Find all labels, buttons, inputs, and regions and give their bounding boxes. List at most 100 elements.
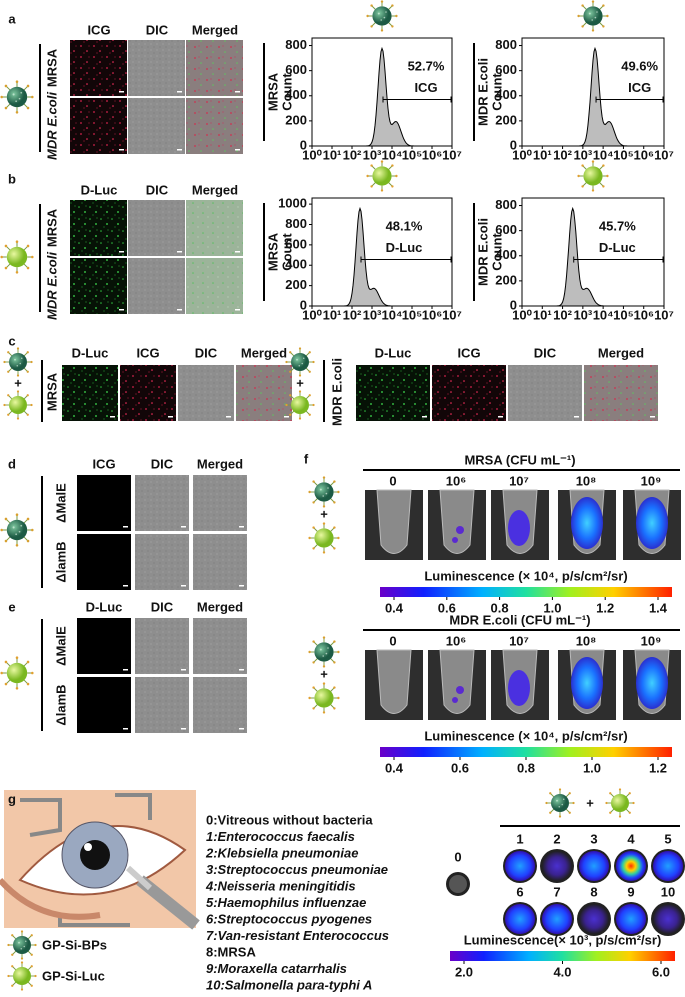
signal: [456, 686, 464, 694]
column-header: D-Luc: [81, 182, 118, 197]
dish: [653, 904, 683, 934]
row-label: MDR E.coli: [329, 358, 344, 426]
column-header: DIC: [534, 345, 557, 360]
panel-letter: a: [8, 11, 16, 26]
colorbar: [380, 587, 672, 597]
sample-label: 7: [553, 884, 560, 899]
scale-bar: [422, 416, 427, 418]
x-tick-label: 10⁴: [382, 307, 403, 322]
panel-letter: b: [8, 171, 16, 186]
colorbar-tick-label: 0.8: [491, 600, 509, 615]
micrograph: [77, 677, 131, 733]
x-tick-label: 10³: [363, 147, 382, 162]
histogram-curve: [522, 206, 664, 307]
colorbar-label: Luminescence (× 10⁴, p/s/cm²/sr): [424, 728, 627, 743]
panel-letter: f: [304, 451, 309, 466]
micrograph: [120, 365, 176, 421]
colorbar-tick-label: 1.2: [596, 600, 614, 615]
colorbar-tick-label: 0.6: [438, 600, 456, 615]
bacteria-item: 1:Enterococcus faecalis: [206, 829, 355, 844]
bacteria-item: 9:Moraxella catarrhalis: [206, 961, 347, 976]
dish: [616, 904, 646, 934]
gp-si-bps-icon: [577, 0, 609, 32]
legend-label: GP-Si-BPs: [42, 937, 107, 952]
y-tick-label: 800: [285, 216, 307, 231]
histogram-row-label: MDR E.coli: [475, 58, 490, 126]
scale-bar: [239, 526, 244, 528]
scale-bar: [235, 309, 240, 311]
scale-bar: [235, 149, 240, 151]
x-tick-label: 10²: [343, 307, 362, 322]
y-tick-label: 0: [510, 297, 517, 312]
bacteria-item: 0:Vitreous without bacteria: [206, 812, 373, 827]
y-tick-label: 400: [495, 87, 517, 102]
y-tick-label: 800: [285, 37, 307, 52]
gp-si-luc-icon: [366, 160, 398, 192]
row-label: ΔMalE: [53, 626, 68, 666]
micrograph: [236, 365, 292, 421]
panel-letter: e: [8, 599, 15, 614]
signal: [571, 497, 603, 549]
concentration-label: 10⁹: [641, 473, 662, 488]
micrograph: [70, 98, 127, 154]
colorbar-label: Luminescence(× 10³, p/s/cm²/sr): [464, 932, 662, 947]
signal: [636, 657, 668, 709]
y-tick-label: 200: [495, 272, 517, 287]
column-header: Merged: [241, 345, 287, 360]
x-tick-label: 10⁶: [633, 147, 653, 162]
panel-letter: c: [8, 333, 15, 348]
scale-bar: [177, 149, 182, 151]
sample-label: 2: [553, 831, 560, 846]
micrograph: [135, 534, 189, 590]
micrograph: [356, 365, 430, 421]
micrograph: [128, 258, 185, 314]
colorbar-tick-label: 2.0: [455, 964, 473, 979]
dish: [505, 851, 535, 881]
micrograph: [135, 618, 189, 674]
x-tick-label: 10³: [573, 147, 592, 162]
gate-percent: 45.7%: [599, 219, 636, 234]
gate-label: D-Luc: [386, 240, 423, 255]
y-tick-label: 600: [285, 236, 307, 251]
dish: [542, 851, 572, 881]
scale-bar: [168, 416, 173, 418]
scale-bar: [119, 149, 124, 151]
x-tick-label: 10⁵: [402, 147, 423, 162]
signal: [571, 657, 603, 709]
tube: [439, 649, 475, 714]
bacteria-item: 8:MRSA: [206, 944, 256, 959]
x-tick-label: 10¹: [323, 307, 342, 322]
y-tick-label: 600: [495, 62, 517, 77]
sample-label: 1: [516, 831, 523, 846]
micrograph: [128, 200, 185, 256]
column-header: DIC: [151, 456, 174, 471]
y-tick-label: 200: [285, 112, 307, 127]
y-axis-label: Count: [279, 233, 294, 271]
x-tick-label: 10⁶: [633, 307, 653, 322]
x-tick-label: 10¹: [533, 147, 552, 162]
x-tick-label: 10⁵: [613, 307, 634, 322]
scale-bar: [181, 585, 186, 587]
gate-percent: 52.7%: [408, 59, 445, 74]
column-header: D-Luc: [72, 345, 109, 360]
y-axis-label: Count: [489, 233, 504, 271]
y-tick-label: 400: [285, 87, 307, 102]
x-tick-label: 10²: [553, 307, 572, 322]
row-label: ΔlamB: [53, 684, 68, 725]
scale-bar: [110, 416, 115, 418]
gate-label: ICG: [414, 80, 437, 95]
y-tick-label: 400: [285, 257, 307, 272]
column-header: Merged: [197, 599, 243, 614]
micrograph: [432, 365, 506, 421]
scale-bar: [177, 309, 182, 311]
plot-frame: [311, 197, 453, 307]
x-tick-label: 10⁷: [442, 147, 462, 162]
row-label: MRSA: [44, 372, 59, 411]
gp-si-luc-icon: [308, 522, 340, 554]
dish: [505, 904, 535, 934]
colorbar-tick-label: 1.4: [649, 600, 668, 615]
dish: [616, 851, 646, 881]
signal: [636, 497, 668, 549]
gate-label: D-Luc: [599, 240, 636, 255]
scale-bar: [177, 91, 182, 93]
